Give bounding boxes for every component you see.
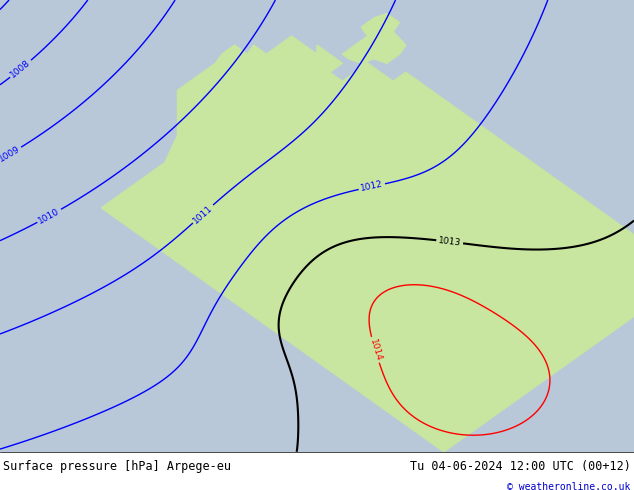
- Polygon shape: [101, 36, 634, 452]
- Text: Tu 04-06-2024 12:00 UTC (00+12): Tu 04-06-2024 12:00 UTC (00+12): [410, 460, 631, 473]
- Polygon shape: [342, 14, 406, 63]
- Text: 1011: 1011: [191, 203, 214, 225]
- Polygon shape: [0, 452, 634, 490]
- Text: 1010: 1010: [37, 206, 61, 225]
- Text: 1009: 1009: [0, 145, 22, 164]
- Text: 1008: 1008: [9, 58, 32, 80]
- Text: 1012: 1012: [359, 180, 384, 194]
- Text: © weatheronline.co.uk: © weatheronline.co.uk: [507, 482, 631, 490]
- Polygon shape: [342, 14, 406, 63]
- Polygon shape: [0, 0, 634, 452]
- Text: Surface pressure [hPa] Arpege-eu: Surface pressure [hPa] Arpege-eu: [3, 460, 231, 473]
- Text: 1014: 1014: [368, 338, 383, 362]
- Text: 1013: 1013: [437, 236, 462, 247]
- Polygon shape: [101, 36, 634, 452]
